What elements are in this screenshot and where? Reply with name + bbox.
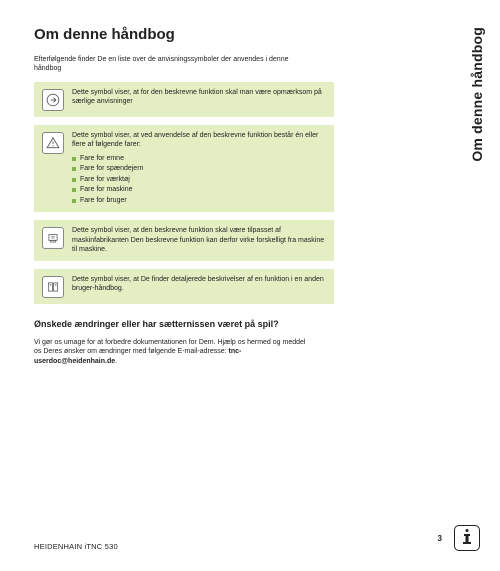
info-icon xyxy=(454,525,480,551)
hazard-item: Fare for emne xyxy=(72,154,326,165)
page: Om denne håndbog Om denne håndbog Efterf… xyxy=(0,0,500,571)
machine-icon xyxy=(42,227,64,249)
footer-right: 3 xyxy=(438,525,480,551)
hazard-item: Fare for maskine xyxy=(72,185,326,196)
symbol-box-body: Dette symbol viser, at ved anvendelse af… xyxy=(72,131,326,206)
side-tab-label: Om denne håndbog xyxy=(469,27,485,162)
arrow-right-icon xyxy=(42,89,64,111)
hazard-item: Fare for værktøj xyxy=(72,175,326,186)
hazard-item: Fare for bruger xyxy=(72,196,326,207)
symbol-box-text: Dette symbol viser, at ved anvendelse af… xyxy=(72,132,318,148)
warning-triangle-icon xyxy=(42,132,64,154)
symbol-box-text: Dette symbol viser, at for den beskrevne… xyxy=(72,88,326,107)
body-paragraph: Vi gør os umage for at forbedre dokument… xyxy=(34,338,314,366)
body-text-pre: Vi gør os umage for at forbedre dokument… xyxy=(34,339,305,355)
symbol-box-text: Dette symbol viser, at De finder detalje… xyxy=(72,275,326,294)
page-number: 3 xyxy=(438,534,442,543)
hazard-item: Fare for spændejern xyxy=(72,164,326,175)
side-tab: Om denne håndbog xyxy=(469,27,487,197)
page-title: Om denne håndbog xyxy=(34,26,466,43)
intro-text: Efterfølgende finder De en liste over de… xyxy=(34,55,314,74)
subheading: Ønskede ændringer eller har sætternissen… xyxy=(34,318,314,330)
symbol-box: Dette symbol viser, at den beskrevne fun… xyxy=(34,220,334,260)
body-text-post: . xyxy=(115,358,117,365)
book-icon xyxy=(42,276,64,298)
symbol-box-text: Dette symbol viser, at den beskrevne fun… xyxy=(72,226,326,254)
footer-product-name: HEIDENHAIN iTNC 530 xyxy=(34,542,118,551)
symbol-box: Dette symbol viser, at De finder detalje… xyxy=(34,269,334,304)
symbol-box: Dette symbol viser, at for den beskrevne… xyxy=(34,82,334,117)
hazard-list: Fare for emne Fare for spændejern Fare f… xyxy=(72,154,326,207)
page-footer: HEIDENHAIN iTNC 530 3 xyxy=(34,525,480,551)
symbol-box: Dette symbol viser, at ved anvendelse af… xyxy=(34,125,334,212)
